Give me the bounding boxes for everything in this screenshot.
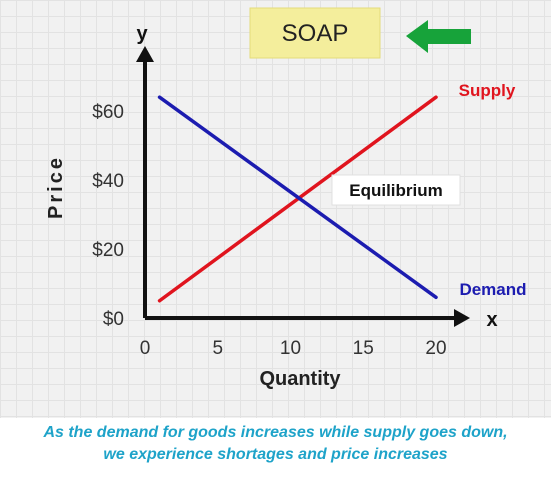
chart-title: SOAP xyxy=(282,20,349,47)
caption-line-2: we experience shortages and price increa… xyxy=(103,446,448,463)
demand-line xyxy=(157,95,438,300)
y-axis-arrowhead xyxy=(136,46,154,62)
plot-background xyxy=(0,0,551,418)
y-tick-label: $60 xyxy=(92,102,124,123)
caption: As the demand for goods increases while … xyxy=(0,422,551,466)
supply-demand-chart: SOAP y x $0 $20 $40 $60 0 5 10 15 20 Quantity Price Su… xyxy=(45,7,527,390)
supply-label: Supply xyxy=(459,81,516,100)
y-axis-title: Price xyxy=(45,155,67,219)
x-tick-label: 5 xyxy=(212,338,223,359)
x-axis-letter: x xyxy=(486,309,497,331)
x-axis-arrowhead xyxy=(454,309,470,327)
y-axis-letter: y xyxy=(136,23,148,45)
x-tick-label: 15 xyxy=(353,338,374,359)
y-tick-label: $0 xyxy=(103,309,124,330)
y-tick-label: $40 xyxy=(92,171,124,192)
arrow-left-icon xyxy=(406,20,471,53)
x-tick-label: 0 xyxy=(140,338,151,359)
equilibrium-label: Equilibrium xyxy=(349,181,443,200)
equilibrium-label-box xyxy=(331,174,461,206)
x-tick-label: 10 xyxy=(280,338,301,359)
x-axis-title: Quantity xyxy=(259,368,341,390)
x-tick-label: 20 xyxy=(425,338,446,359)
demand-label: Demand xyxy=(459,280,526,299)
caption-line-1: As the demand for goods increases while … xyxy=(43,424,508,441)
title-background xyxy=(249,7,381,59)
y-tick-label: $20 xyxy=(92,240,124,261)
